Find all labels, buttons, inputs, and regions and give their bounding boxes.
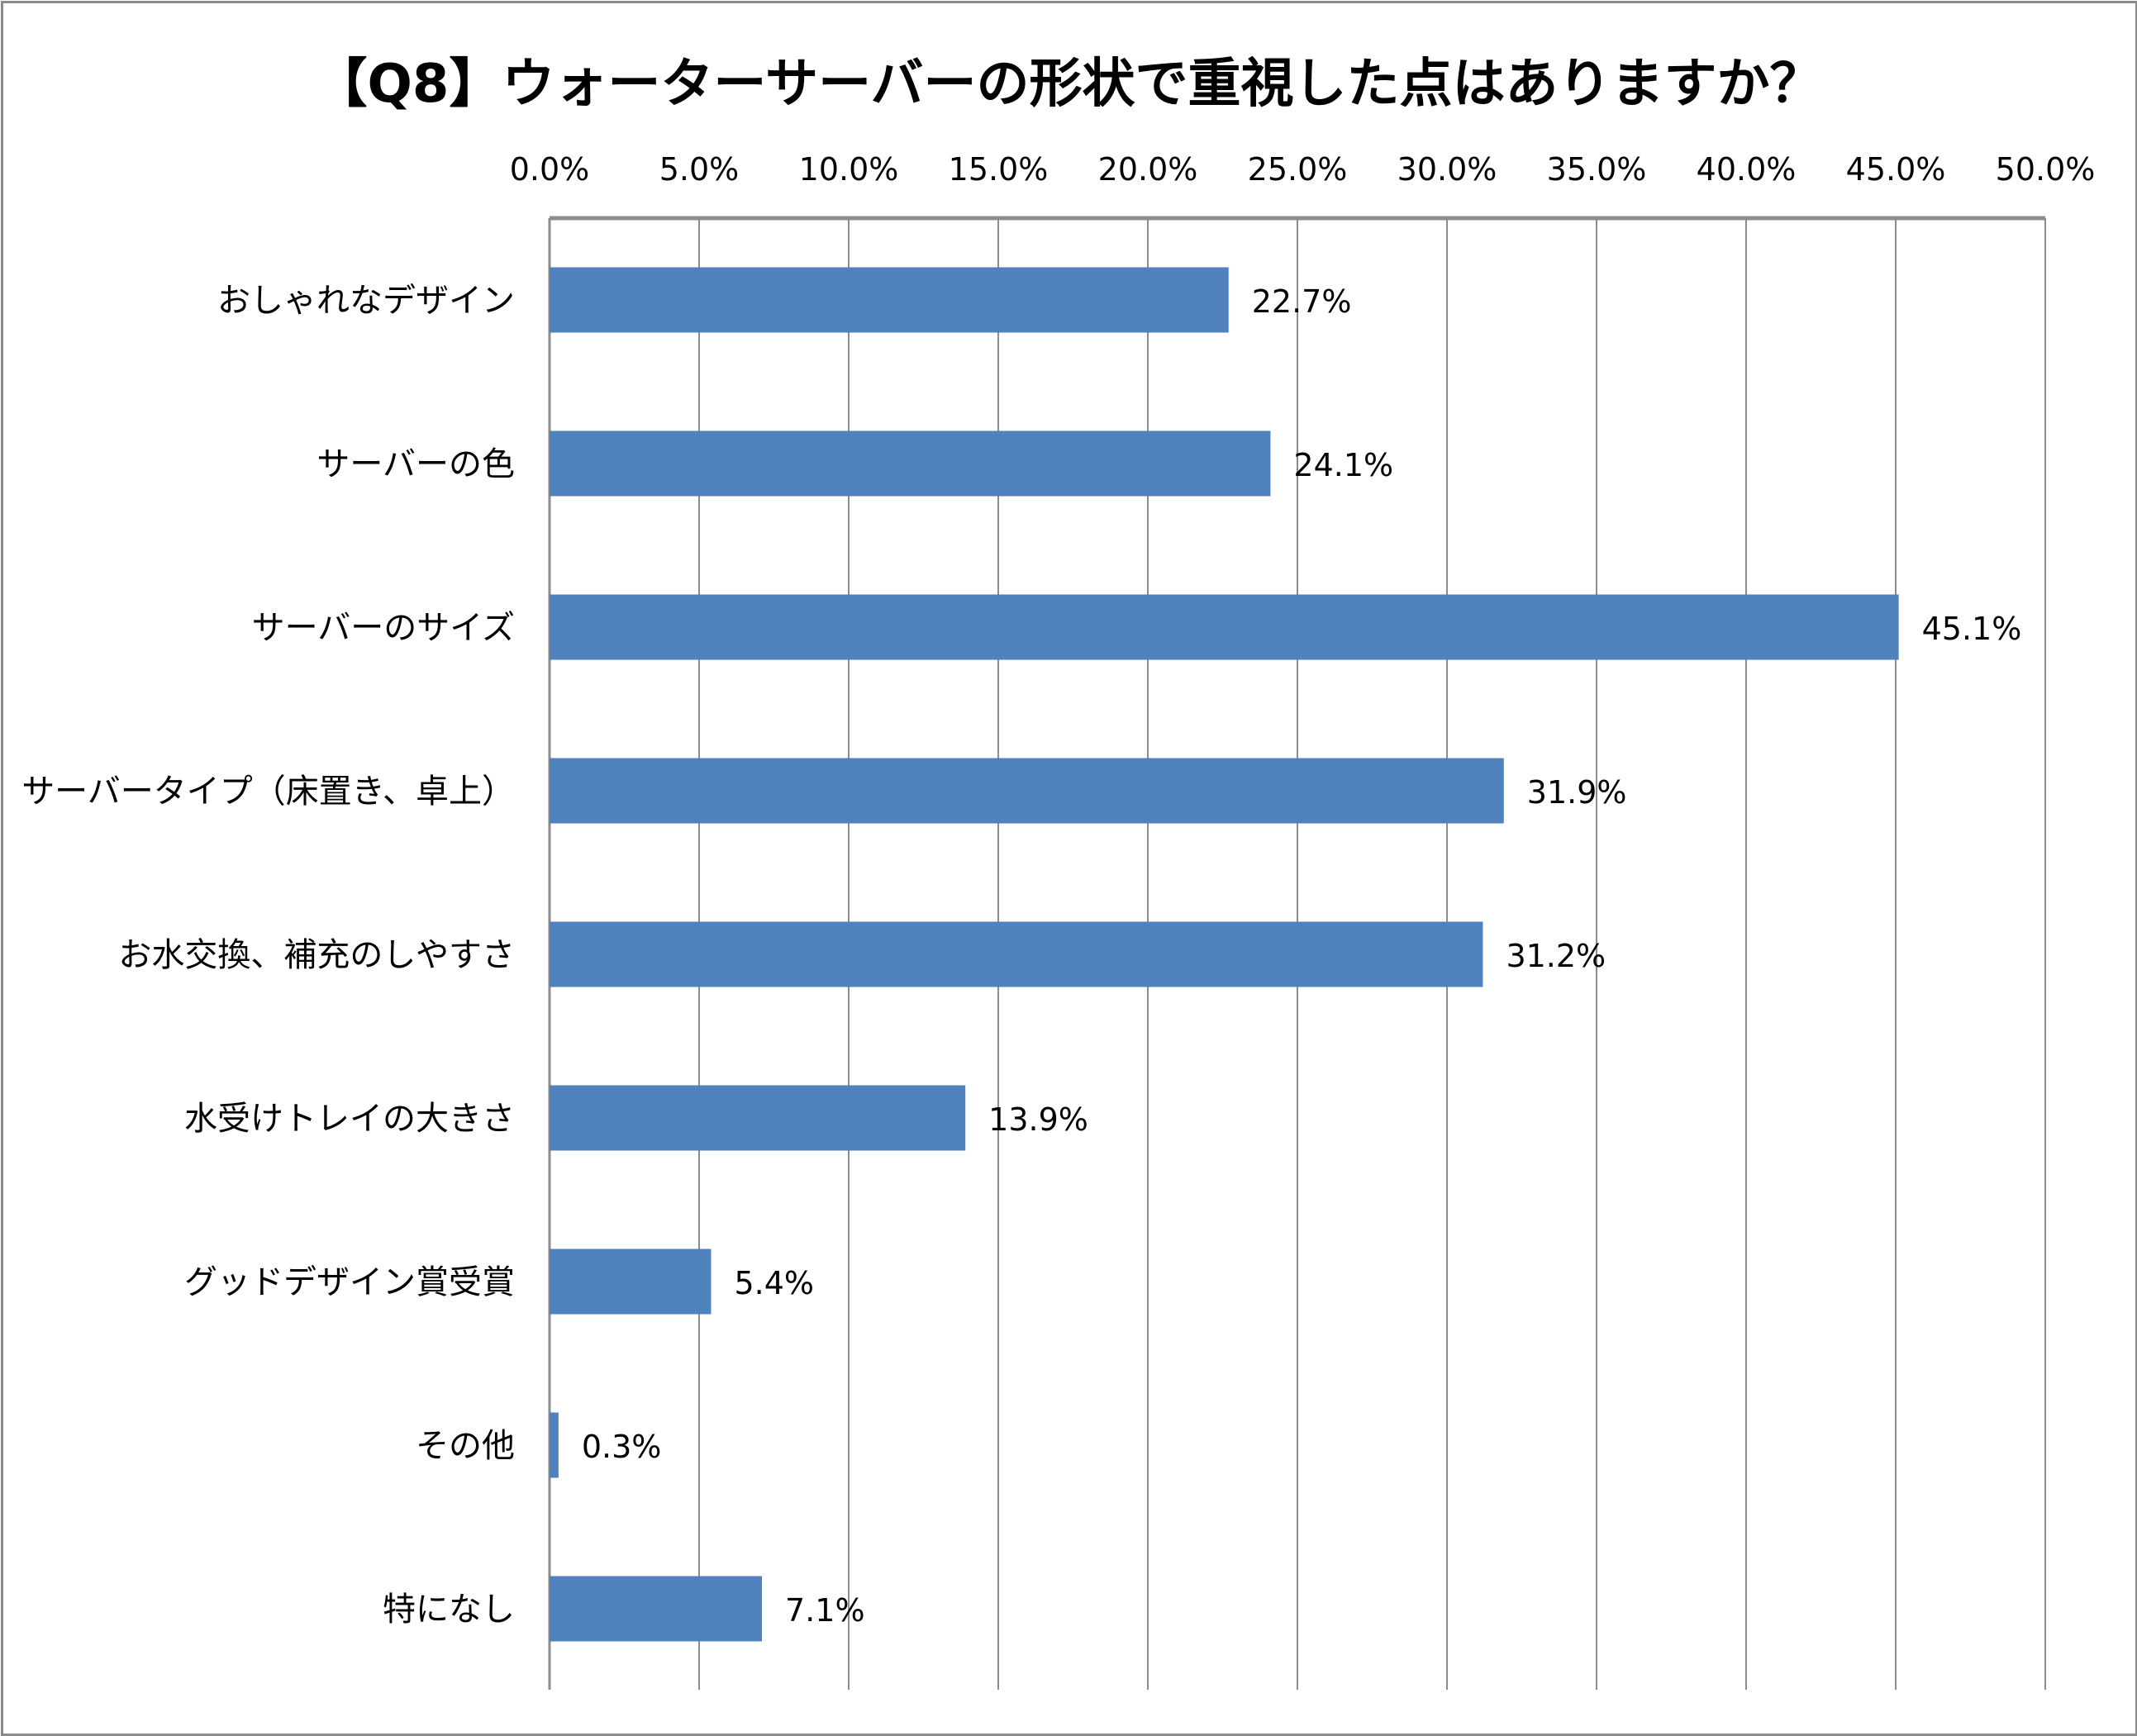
data-label: 31.9% — [1527, 774, 1627, 811]
bar — [550, 758, 1504, 824]
x-tick-label: 25.0% — [1248, 151, 1348, 188]
x-tick-label: 30.0% — [1397, 151, 1497, 188]
x-tick-label: 10.0% — [799, 151, 899, 188]
data-label: 22.7% — [1252, 283, 1352, 320]
category-label: 特になし — [383, 1591, 515, 1629]
data-label: 45.1% — [1922, 611, 2022, 647]
data-label: 7.1% — [785, 1592, 865, 1629]
x-tick-label: 50.0% — [1996, 151, 2096, 188]
x-tick-label: 15.0% — [949, 151, 1049, 188]
data-label: 31.2% — [1506, 938, 1606, 974]
category-label: サーバーのサイズ — [252, 609, 515, 647]
x-tick-label: 20.0% — [1098, 151, 1198, 188]
bar — [550, 1412, 559, 1478]
data-label: 24.1% — [1293, 447, 1393, 483]
x-tick-label: 0.0% — [510, 151, 590, 188]
bar — [550, 921, 1483, 987]
category-label: 水受けトレイの大きさ — [184, 1100, 515, 1138]
category-label: グッドデザイン賞受賞 — [184, 1263, 515, 1301]
bar — [550, 1248, 712, 1315]
bar — [550, 267, 1229, 333]
data-label: 13.9% — [988, 1101, 1088, 1138]
bar — [550, 1576, 763, 1642]
x-tick-label: 5.0% — [659, 151, 740, 188]
data-label: 0.3% — [582, 1429, 662, 1465]
bar — [550, 594, 1899, 660]
category-label: その他 — [416, 1427, 515, 1465]
category-label: お水交換、補充のしやすさ — [118, 936, 515, 974]
bar — [550, 1085, 966, 1151]
bar — [550, 430, 1271, 497]
x-tick-label: 45.0% — [1846, 151, 1946, 188]
data-label: 5.4% — [734, 1265, 814, 1301]
chart-title: 【Q8】ウォーターサーバーの形状で重視した点はありますか？ — [314, 54, 1823, 115]
category-label: サーバータイプ（床置き、卓上） — [21, 773, 515, 811]
category-label: おしゃれなデザイン — [217, 282, 515, 320]
x-tick-label: 40.0% — [1697, 151, 1797, 188]
category-label: サーバーの色 — [317, 445, 515, 483]
x-tick-label: 35.0% — [1547, 151, 1647, 188]
